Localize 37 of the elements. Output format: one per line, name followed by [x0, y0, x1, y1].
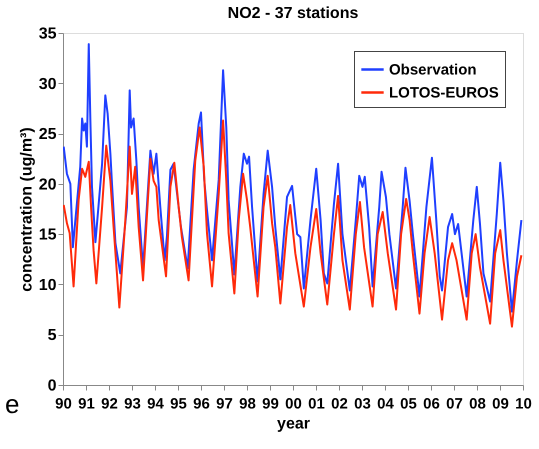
legend-label: Observation [389, 62, 477, 78]
x-tick-label: 04 [377, 396, 394, 412]
x-tick-label: 08 [469, 396, 486, 412]
x-tick-label: 99 [262, 396, 279, 412]
x-tick-label: 00 [285, 396, 302, 412]
y-tick-label: 15 [38, 226, 57, 244]
x-tick-label: 06 [423, 396, 440, 412]
y-tick-label: 25 [38, 126, 57, 144]
y-tick-label: 30 [38, 76, 57, 93]
x-tick-label: 91 [78, 396, 95, 412]
y-tick-label: 0 [48, 378, 57, 394]
x-tick-label: 05 [400, 396, 417, 412]
x-tick-label: 10 [515, 396, 532, 412]
x-tick-label: 07 [446, 396, 463, 412]
x-tick-label: 94 [147, 396, 164, 412]
x-tick-label: 96 [193, 396, 210, 412]
legend-label: LOTOS-EUROS [389, 84, 499, 102]
x-tick-label: 97 [216, 396, 233, 412]
chart-title: NO2 - 37 stations [228, 5, 358, 22]
x-tick-label: 90 [55, 396, 72, 412]
x-tick-label: 92 [101, 396, 118, 412]
x-tick-label: 93 [124, 396, 141, 412]
line-series [63, 43, 522, 313]
x-tick-label: 01 [308, 396, 325, 412]
text: e [5, 389, 20, 419]
line-series [63, 119, 522, 328]
y-tick-label: 10 [38, 276, 57, 294]
x-tick-label: 02 [331, 396, 348, 412]
x-tick-label: 95 [170, 396, 187, 412]
y-axis-title: concentration (ug/m³) [18, 127, 36, 292]
x-tick-label: 09 [492, 396, 509, 412]
x-tick-label: 98 [239, 396, 256, 412]
x-axis-title: year [277, 416, 310, 432]
y-tick-label: 35 [38, 26, 57, 42]
y-tick-label: 5 [48, 327, 57, 344]
x-tick-label: 03 [354, 396, 371, 412]
y-tick-label: 20 [38, 176, 57, 194]
